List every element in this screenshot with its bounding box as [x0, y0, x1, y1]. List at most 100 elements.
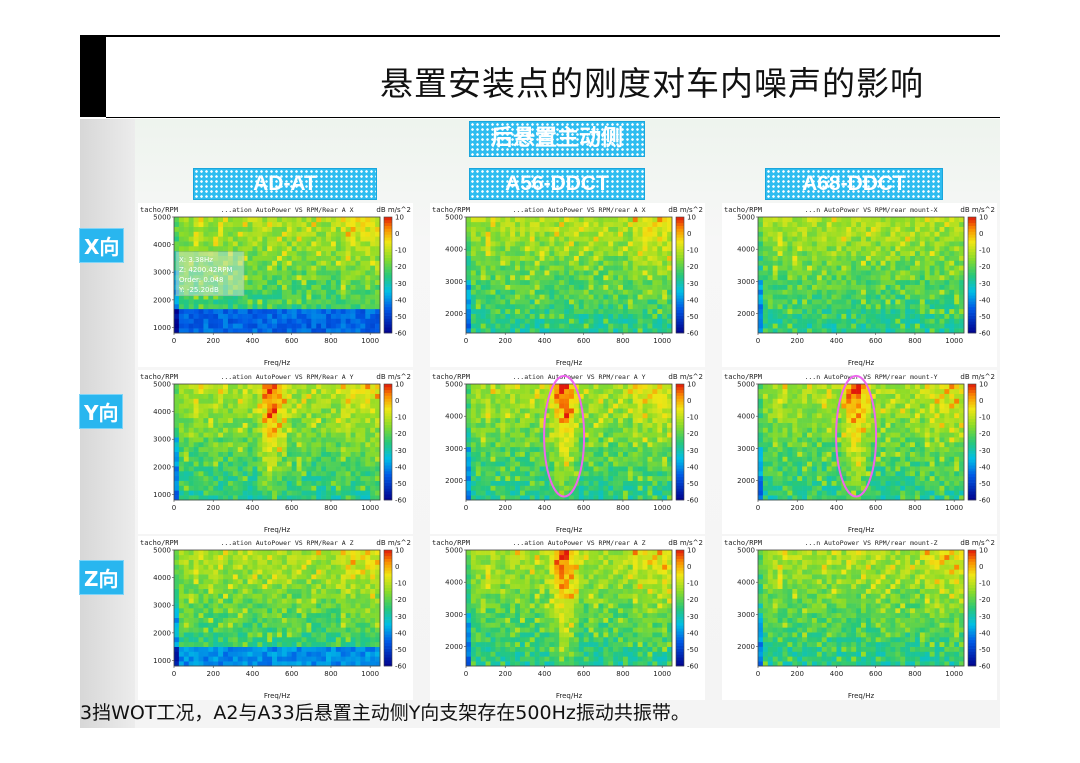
spectrogram-ad-at_y: tacho/RPM ...ation AutoPower VS RPM/Rear …: [138, 370, 413, 534]
colorbar-tick-label: -40: [979, 629, 990, 637]
y-tick-label: 2000: [445, 477, 463, 485]
colorbar-tick-label: -60: [687, 497, 698, 505]
plot-frame: [465, 549, 673, 667]
colorbar-tick-label: -60: [395, 497, 406, 505]
chart-title: ...ation AutoPower VS RPM/Rear A X: [220, 206, 353, 214]
colorbar-tick-label: -10: [979, 414, 990, 422]
slide-title: 悬置安装点的刚度对车内噪声的影响: [380, 64, 924, 103]
x-tick-label: 400: [246, 670, 259, 678]
colorbar-tick-label: -10: [395, 580, 406, 588]
y-tick-label: 3000: [153, 602, 171, 610]
plot-frame: [173, 549, 381, 667]
spectrogram-a56-ddct_y: tacho/RPM ...ation AutoPower VS RPM/rear …: [430, 370, 705, 534]
y-tick-label: 2000: [153, 463, 171, 471]
colorbar-tick-label: -30: [979, 447, 990, 455]
x-tick-label: 400: [538, 504, 551, 512]
y-tick-label: 3000: [445, 611, 463, 619]
colorbar-tick-label: -50: [979, 313, 990, 321]
colorbar-tick-label: -40: [979, 296, 990, 304]
y-tick-label: 5000: [153, 547, 171, 555]
colorbar-tick-label: -30: [979, 280, 990, 288]
y-axis-label: tacho/RPM: [432, 373, 470, 381]
colorbar-tick-label: -10: [395, 247, 406, 255]
y-axis-label: tacho/RPM: [432, 206, 470, 214]
colorbar-tick-label: -60: [395, 663, 406, 671]
heatmap-cells: [174, 384, 381, 501]
chart-title: ...ation AutoPower VS RPM/rear A X: [512, 206, 645, 214]
colorbar-tick-label: -60: [687, 330, 698, 338]
chart-title: ...ation AutoPower VS RPM/Rear A Z: [220, 539, 353, 547]
colorbar-tick-label: 0: [687, 397, 691, 405]
colorbar-tick-label: 0: [395, 397, 399, 405]
colorbar-tick-label: 10: [687, 547, 696, 555]
x-tick-label: 600: [869, 337, 882, 345]
x-tick-label: 1000: [653, 504, 671, 512]
colorbar-tick-label: -60: [979, 497, 990, 505]
colorbar-tick-label: 10: [979, 547, 988, 555]
y-tick-label: 3000: [153, 269, 171, 277]
colorbar-tick-label: -40: [687, 463, 698, 471]
colorbar-tick-label: -20: [687, 596, 698, 604]
column-header-a56-ddct: A56-DDCT: [469, 168, 645, 200]
colorbar-tick-label: -20: [395, 596, 406, 604]
colorbar-tick-label: -20: [395, 263, 406, 271]
x-tick-label: 0: [756, 337, 760, 345]
colorbar-tick-label: -40: [395, 629, 406, 637]
colorbar-tick-label: -40: [395, 463, 406, 471]
heatmap-cells: [466, 217, 673, 334]
heatmap-cells: [758, 550, 965, 667]
x-tick-label: 0: [756, 504, 760, 512]
spectrogram-ad-at_z: tacho/RPM ...ation AutoPower VS RPM/Rear …: [138, 536, 413, 700]
x-tick-label: 800: [616, 337, 629, 345]
x-tick-label: 800: [616, 504, 629, 512]
x-tick-label: 1000: [361, 337, 379, 345]
colorbar-tick-label: 10: [395, 547, 404, 555]
colorbar-unit: dB m/s^2: [668, 373, 703, 381]
spectrogram-a68-ddct_y: tacho/RPM ...n AutoPower VS RPM/rear moun…: [722, 370, 997, 534]
colorbar-tick-label: -50: [395, 313, 406, 321]
colorbar-unit: dB m/s^2: [376, 373, 411, 381]
colorbar-unit: dB m/s^2: [376, 206, 411, 214]
x-tick-label: 0: [464, 337, 468, 345]
heatmap-cells: [758, 384, 965, 501]
cursor-readout-line: Z: 4200.42RPM: [179, 266, 232, 274]
colorbar-tick-label: -50: [687, 646, 698, 654]
x-axis-label: Freq/Hz: [264, 692, 291, 700]
y-tick-label: 5000: [445, 381, 463, 389]
colorbar-tick-label: -30: [395, 280, 406, 288]
banner-label: 后悬置主动侧: [469, 121, 645, 157]
x-tick-label: 1000: [653, 337, 671, 345]
y-tick-label: 4000: [445, 246, 463, 254]
title-top-rule: [106, 35, 1000, 37]
y-axis-label: tacho/RPM: [724, 373, 762, 381]
y-tick-label: 4000: [153, 241, 171, 249]
x-tick-label: 0: [464, 670, 468, 678]
colorbar-tick-label: 0: [979, 563, 983, 571]
colorbar-tick-label: -10: [687, 414, 698, 422]
title-bottom-rule: [106, 117, 1000, 118]
x-tick-label: 400: [246, 337, 259, 345]
x-tick-label: 200: [499, 504, 512, 512]
x-tick-label: 600: [577, 504, 590, 512]
chart-title: ...ation AutoPower VS RPM/Rear A Y: [220, 373, 353, 381]
colorbar-tick-label: -10: [979, 580, 990, 588]
x-tick-label: 1000: [945, 504, 963, 512]
y-tick-label: 5000: [153, 381, 171, 389]
colorbar: [384, 217, 392, 334]
x-axis-label: Freq/Hz: [848, 692, 875, 700]
y-tick-label: 5000: [445, 547, 463, 555]
colorbar-tick-label: -40: [687, 296, 698, 304]
column-header-ad-at: AD-AT: [193, 168, 377, 200]
colorbar-tick-label: -50: [395, 646, 406, 654]
y-tick-label: 4000: [445, 413, 463, 421]
y-axis-label: tacho/RPM: [140, 206, 178, 214]
y-tick-label: 1000: [153, 324, 171, 332]
x-tick-label: 200: [207, 504, 220, 512]
x-axis-label: Freq/Hz: [556, 692, 583, 700]
y-axis-label: tacho/RPM: [724, 539, 762, 547]
y-tick-label: 3000: [737, 278, 755, 286]
colorbar-tick-label: 10: [395, 381, 404, 389]
colorbar: [676, 550, 684, 667]
plot-frame: [757, 216, 965, 334]
x-tick-label: 1000: [653, 670, 671, 678]
